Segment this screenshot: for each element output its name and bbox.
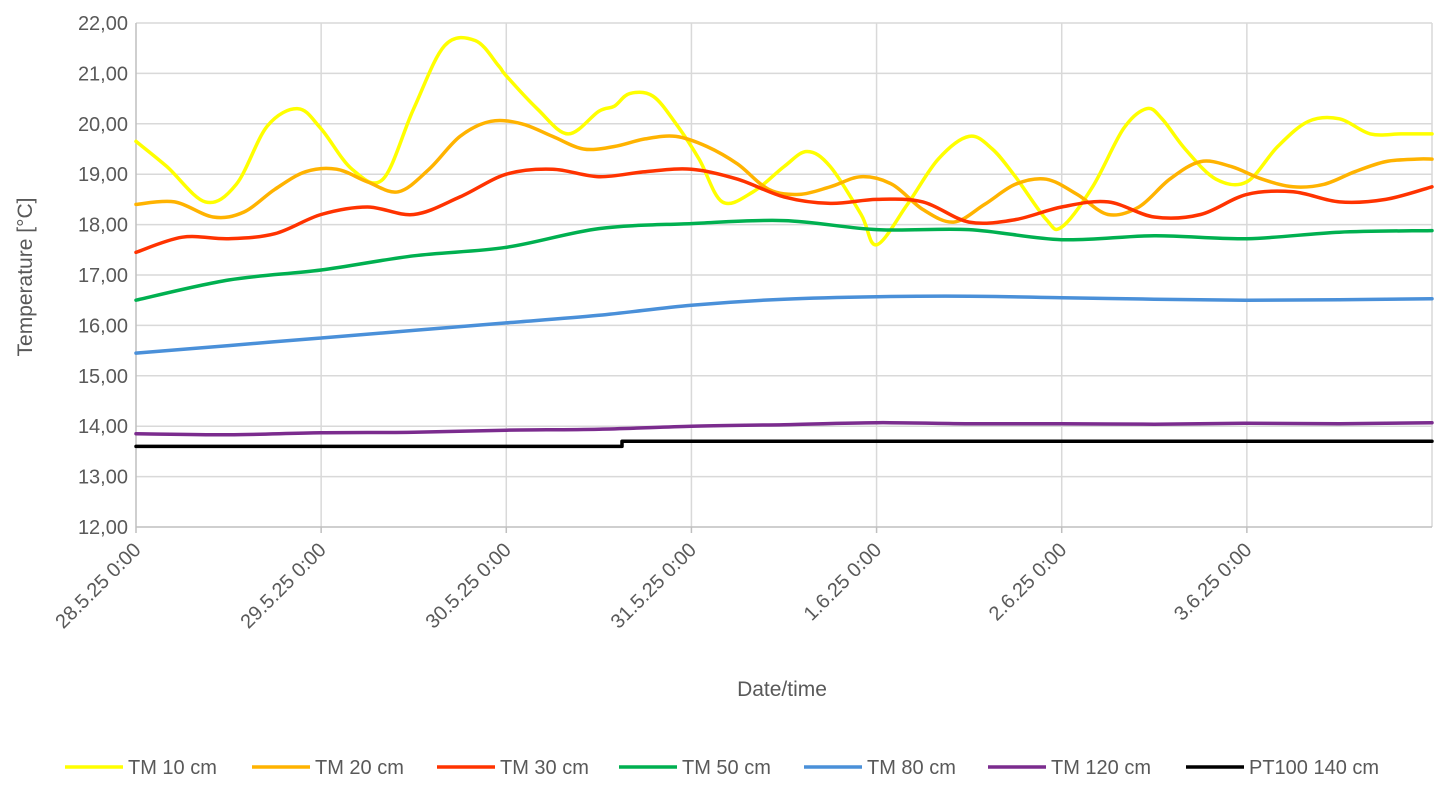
- y-tick-label: 13,00: [78, 467, 128, 489]
- x-tick-label: 31.5.25 0:00: [607, 539, 701, 633]
- series-line-tm-10-cm: [134, 35, 1434, 247]
- x-tick-label: 29.5.25 0:00: [236, 539, 330, 633]
- y-tick-label: 12,00: [78, 517, 128, 539]
- legend-label: TM 10 cm: [128, 757, 217, 779]
- legend: TM 10 cm TM 20 cm TM 30 cm TM 50 cm TM 80 cm…: [65, 757, 1379, 779]
- x-tick-label: 28.5.25 0:00: [51, 539, 145, 633]
- x-tick-label: 3.6.25 0:00: [1170, 539, 1256, 625]
- legend-label: TM 120 cm: [1051, 757, 1151, 779]
- legend-label: TM 20 cm: [315, 757, 404, 779]
- y-tick-labels: 12,00 13,00 14,00 15,00 16,00 17,00 18,00 19,00…: [78, 13, 128, 539]
- x-tick-label: 30.5.25 0:00: [422, 539, 516, 633]
- x-tick-labels: 28.5.25 0:00 29.5.25 0:00 30.5.25 0:00 31.5…: [51, 539, 1256, 633]
- series-line-tm-120-cm: [134, 420, 1434, 437]
- y-tick-label: 21,00: [78, 63, 128, 85]
- legend-label: TM 80 cm: [867, 757, 956, 779]
- grid-lines: [136, 22, 1433, 527]
- legend-label: TM 30 cm: [500, 757, 589, 779]
- y-tick-label: 18,00: [78, 215, 128, 237]
- legend-label: TM 50 cm: [682, 757, 771, 779]
- x-tick-label: 2.6.25 0:00: [985, 539, 1071, 625]
- legend-label: PT100 140 cm: [1249, 757, 1379, 779]
- y-tick-label: 20,00: [78, 114, 128, 136]
- series-lines: [134, 35, 1434, 449]
- y-tick-label: 15,00: [78, 366, 128, 388]
- series-line-tm-20-cm: [134, 118, 1434, 224]
- y-tick-label: 16,00: [78, 315, 128, 337]
- y-tick-label: 17,00: [78, 265, 128, 287]
- y-tick-label: 14,00: [78, 416, 128, 438]
- series-line-tm-80-cm: [134, 294, 1434, 355]
- axes: [135, 23, 1432, 533]
- y-axis-title: Temperature [°C]: [14, 198, 37, 357]
- series-line-tm-50-cm: [134, 218, 1434, 302]
- y-tick-label: 22,00: [78, 13, 128, 35]
- y-tick-label: 19,00: [78, 164, 128, 186]
- x-axis-title: Date/time: [737, 678, 827, 701]
- series-line-tm-30-cm: [134, 167, 1434, 255]
- x-tick-label: 1.6.25 0:00: [800, 539, 886, 625]
- series-line-pt100-140-cm: [134, 439, 1434, 449]
